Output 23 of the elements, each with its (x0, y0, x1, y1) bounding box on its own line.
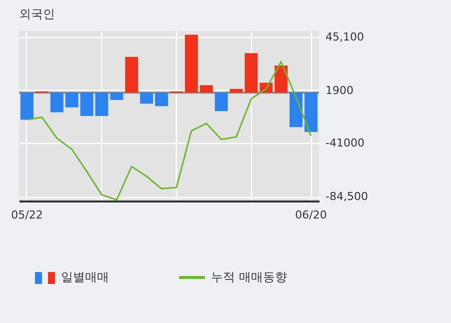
y-tick-label: -41000 (326, 136, 364, 150)
bar (125, 56, 138, 93)
y-tick-label: -84,500 (326, 190, 368, 204)
chart-title: 외국인 (19, 7, 55, 21)
y-tick-label: 1900 (326, 84, 354, 97)
legend-label: 누적 매매동향 (211, 269, 287, 286)
x-tick-label: 06/20 (295, 208, 327, 222)
bar (274, 65, 288, 93)
bar (65, 92, 78, 108)
bar (290, 92, 303, 128)
line-series (26, 61, 312, 201)
bar (110, 92, 124, 100)
y-tick-label: 45,100 (326, 30, 364, 44)
bar (214, 92, 228, 112)
bar (304, 92, 318, 132)
bar (20, 92, 34, 120)
bar (200, 85, 213, 93)
x-tick-label: 05/22 (11, 208, 43, 222)
bar (184, 34, 198, 93)
bar (140, 92, 154, 104)
bar (155, 92, 168, 106)
bar (50, 92, 64, 112)
legend-label: 일별매매 (61, 269, 109, 286)
